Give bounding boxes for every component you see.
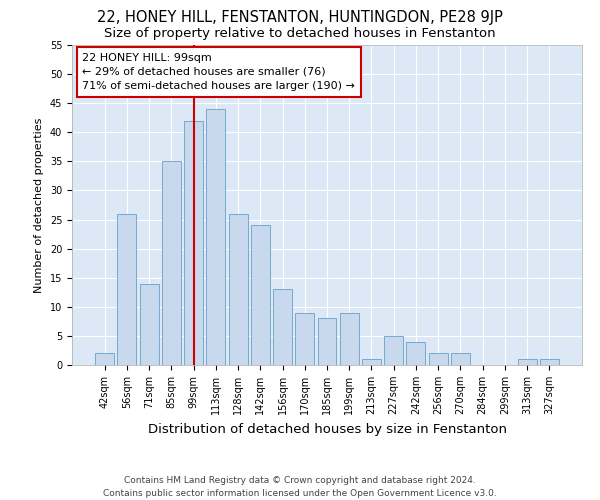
Text: Size of property relative to detached houses in Fenstanton: Size of property relative to detached ho… — [104, 28, 496, 40]
Bar — [540, 359, 559, 365]
Bar — [95, 354, 114, 365]
X-axis label: Distribution of detached houses by size in Fenstanton: Distribution of detached houses by size … — [148, 422, 506, 436]
Bar — [340, 312, 359, 365]
Bar — [162, 162, 181, 365]
Bar — [384, 336, 403, 365]
Bar — [273, 290, 292, 365]
Bar — [362, 359, 381, 365]
Bar — [118, 214, 136, 365]
Bar — [206, 109, 225, 365]
Bar — [295, 312, 314, 365]
Bar — [518, 359, 536, 365]
Bar — [140, 284, 158, 365]
Text: 22 HONEY HILL: 99sqm
← 29% of detached houses are smaller (76)
71% of semi-detac: 22 HONEY HILL: 99sqm ← 29% of detached h… — [82, 53, 355, 91]
Bar — [251, 226, 270, 365]
Bar — [406, 342, 425, 365]
Y-axis label: Number of detached properties: Number of detached properties — [34, 118, 44, 292]
Bar — [451, 354, 470, 365]
Bar — [317, 318, 337, 365]
Bar — [184, 120, 203, 365]
Text: Contains HM Land Registry data © Crown copyright and database right 2024.
Contai: Contains HM Land Registry data © Crown c… — [103, 476, 497, 498]
Text: 22, HONEY HILL, FENSTANTON, HUNTINGDON, PE28 9JP: 22, HONEY HILL, FENSTANTON, HUNTINGDON, … — [97, 10, 503, 25]
Bar — [429, 354, 448, 365]
Bar — [229, 214, 248, 365]
